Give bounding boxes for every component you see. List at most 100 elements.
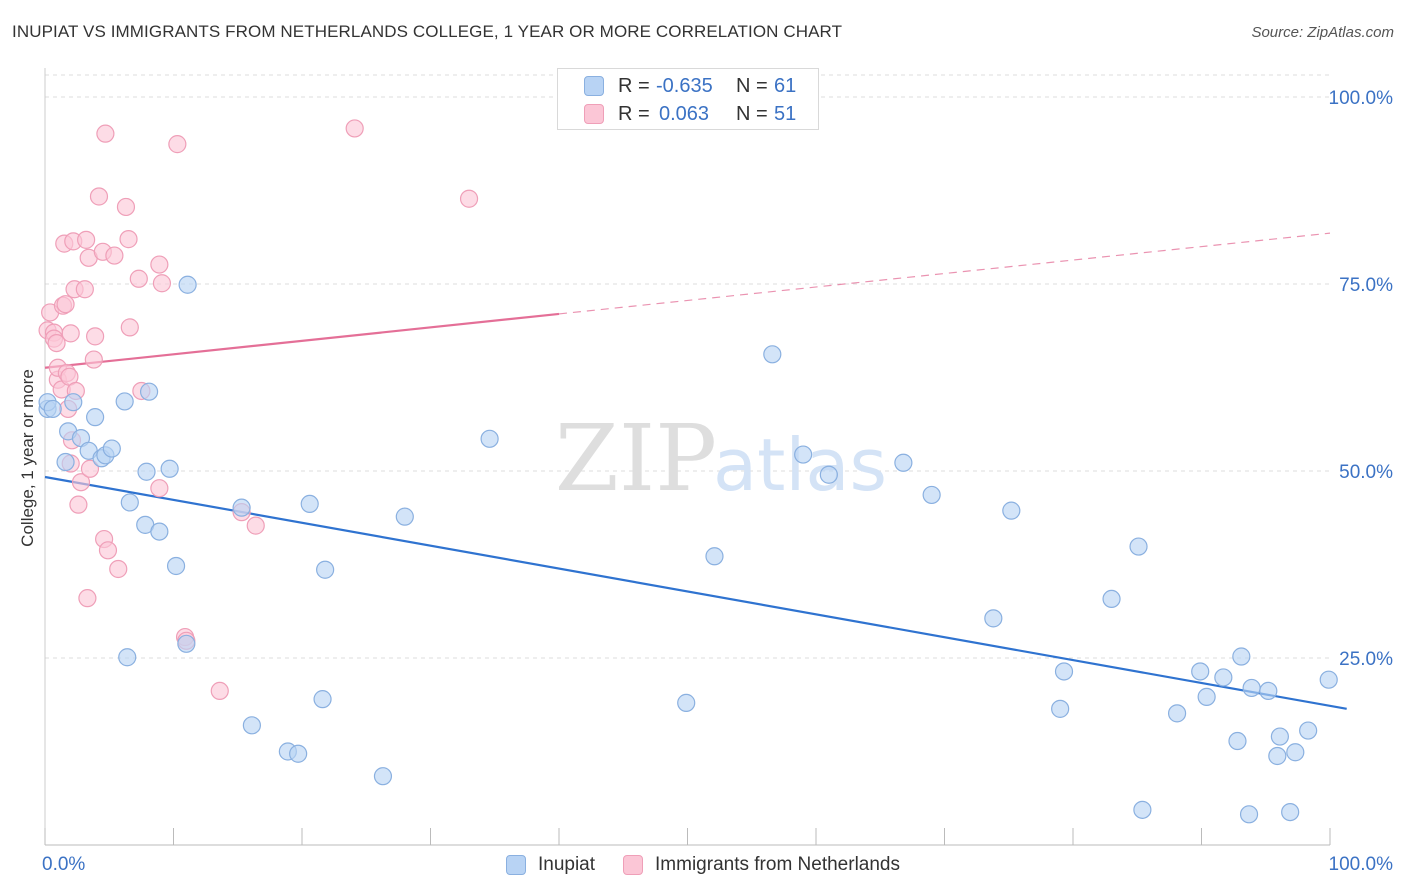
bottom-legend: Inupiat Immigrants from Netherlands bbox=[0, 852, 1406, 878]
point-netherlands bbox=[168, 135, 187, 154]
point-netherlands bbox=[56, 295, 75, 314]
point-inupiat bbox=[1232, 647, 1251, 666]
point-inupiat bbox=[395, 507, 414, 526]
point-inupiat bbox=[1051, 699, 1070, 718]
watermark-zip: ZIP bbox=[555, 405, 717, 512]
point-netherlands bbox=[77, 230, 96, 249]
r-value: -0.635 bbox=[656, 74, 713, 97]
trend-line-netherlands-extension bbox=[558, 232, 1331, 315]
point-netherlands bbox=[345, 119, 364, 138]
point-inupiat bbox=[160, 459, 179, 478]
point-inupiat bbox=[232, 498, 251, 517]
point-netherlands bbox=[150, 255, 169, 274]
point-inupiat bbox=[300, 494, 319, 514]
legend-item-inupiat[interactable]: Inupiat bbox=[505, 854, 596, 876]
point-inupiat bbox=[1228, 731, 1247, 751]
point-inupiat bbox=[166, 556, 186, 576]
point-netherlands bbox=[71, 473, 91, 492]
legend-item-netherlands[interactable]: Immigrants from Netherlands bbox=[623, 854, 900, 876]
point-netherlands bbox=[459, 189, 479, 208]
point-inupiat bbox=[86, 408, 105, 427]
point-inupiat bbox=[1214, 668, 1233, 687]
point-netherlands bbox=[78, 589, 97, 608]
point-inupiat bbox=[1319, 670, 1338, 689]
r-label: R = bbox=[618, 74, 650, 97]
point-netherlands bbox=[129, 269, 148, 288]
point-inupiat bbox=[1102, 589, 1121, 609]
trend-line-inupiat bbox=[44, 475, 1347, 710]
point-inupiat bbox=[480, 429, 499, 448]
point-inupiat bbox=[819, 465, 838, 484]
point-netherlands bbox=[69, 495, 88, 514]
axes bbox=[44, 68, 1331, 846]
trend-lines bbox=[44, 232, 1347, 710]
point-netherlands bbox=[84, 350, 103, 369]
point-netherlands bbox=[61, 324, 80, 343]
y-tick-label: 75.0% bbox=[1339, 275, 1393, 296]
point-netherlands bbox=[116, 197, 136, 217]
point-inupiat bbox=[677, 693, 696, 712]
point-netherlands bbox=[105, 246, 124, 265]
point-inupiat bbox=[373, 767, 393, 786]
point-inupiat bbox=[120, 493, 139, 512]
legend-label-inupiat: Inupiat bbox=[537, 854, 596, 875]
point-inupiat bbox=[64, 393, 83, 412]
swatch-inupiat bbox=[584, 76, 604, 96]
legend-swatch-inupiat bbox=[505, 855, 526, 875]
point-inupiat bbox=[178, 275, 197, 294]
point-netherlands bbox=[109, 559, 128, 579]
point-netherlands bbox=[98, 541, 118, 560]
point-inupiat bbox=[922, 485, 941, 505]
point-inupiat bbox=[1281, 802, 1300, 822]
r-value: 0.063 bbox=[659, 102, 710, 125]
stats-legend: R = -0.635 N = 61 R = 0.063 N = 51 bbox=[557, 68, 819, 130]
point-inupiat bbox=[705, 547, 724, 566]
point-netherlands bbox=[119, 230, 138, 249]
point-netherlands bbox=[210, 681, 229, 701]
y-tick-label: 50.0% bbox=[1339, 462, 1393, 483]
point-inupiat bbox=[794, 445, 813, 464]
point-netherlands bbox=[152, 274, 172, 293]
point-netherlands bbox=[86, 327, 105, 346]
x-tick-label: 100.0% bbox=[1329, 854, 1394, 875]
point-inupiat bbox=[1197, 687, 1216, 706]
point-inupiat bbox=[118, 648, 137, 667]
point-inupiat bbox=[1054, 662, 1074, 681]
legend-label-netherlands: Immigrants from Netherlands bbox=[655, 854, 900, 875]
point-netherlands bbox=[47, 333, 66, 353]
point-inupiat bbox=[1270, 727, 1289, 746]
point-inupiat bbox=[1242, 678, 1261, 698]
point-inupiat bbox=[1286, 743, 1305, 762]
point-inupiat bbox=[115, 392, 134, 411]
point-netherlands bbox=[89, 187, 109, 206]
grid-lines bbox=[45, 74, 1330, 659]
point-netherlands bbox=[150, 479, 169, 498]
point-inupiat bbox=[56, 452, 75, 472]
source-label: Source: ZipAtlas.com bbox=[1251, 24, 1394, 41]
point-inupiat bbox=[1167, 704, 1187, 723]
trend-line-netherlands bbox=[44, 312, 560, 369]
point-netherlands bbox=[96, 124, 115, 143]
n-label: N = bbox=[736, 102, 768, 125]
y-tick-label: 100.0% bbox=[1329, 88, 1394, 109]
n-value: 61 bbox=[774, 74, 797, 97]
point-inupiat bbox=[1002, 501, 1021, 520]
point-inupiat bbox=[102, 439, 121, 458]
legend-swatch-netherlands bbox=[623, 855, 644, 875]
point-inupiat bbox=[894, 453, 913, 472]
point-netherlands bbox=[120, 318, 139, 337]
point-inupiat bbox=[1191, 662, 1210, 681]
point-inupiat bbox=[1239, 805, 1259, 824]
point-inupiat bbox=[1299, 721, 1318, 740]
point-inupiat bbox=[177, 634, 196, 653]
point-inupiat bbox=[150, 522, 169, 541]
n-label: N = bbox=[736, 74, 768, 97]
watermark-atlas: atlas bbox=[713, 423, 887, 507]
tick-labels: 25.0% 50.0% 75.0% 100.0% 0.0% 100.0% bbox=[42, 88, 1393, 875]
point-inupiat bbox=[313, 690, 332, 709]
r-label: R = bbox=[618, 102, 650, 125]
point-inupiat bbox=[43, 399, 62, 419]
point-inupiat bbox=[984, 609, 1003, 628]
y-axis-label: College, 1 year or more bbox=[18, 369, 37, 547]
